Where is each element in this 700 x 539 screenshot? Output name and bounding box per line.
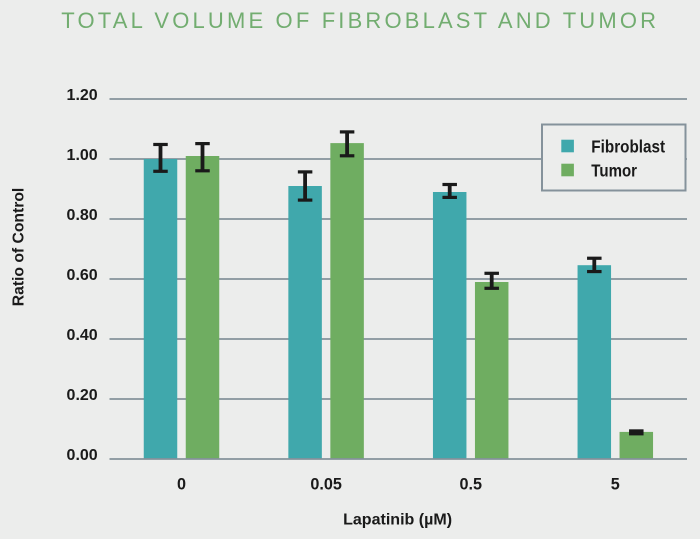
svg-text:Ratio of Control: Ratio of Control xyxy=(10,188,27,307)
svg-text:Tumor: Tumor xyxy=(591,161,637,181)
svg-text:0.20: 0.20 xyxy=(67,387,98,404)
svg-text:1.20: 1.20 xyxy=(67,87,98,104)
svg-text:Lapatinib (µM): Lapatinib (µM) xyxy=(343,512,452,529)
svg-text:0.00: 0.00 xyxy=(67,447,98,464)
svg-text:0.05: 0.05 xyxy=(310,475,342,493)
svg-text:1.00: 1.00 xyxy=(67,147,98,164)
svg-text:0.80: 0.80 xyxy=(67,207,98,224)
svg-text:0.5: 0.5 xyxy=(459,475,482,493)
svg-text:Fibroblast: Fibroblast xyxy=(591,136,665,156)
svg-text:0.40: 0.40 xyxy=(67,327,98,344)
svg-text:0: 0 xyxy=(177,475,186,493)
svg-text:5: 5 xyxy=(611,475,620,493)
svg-text:0.60: 0.60 xyxy=(67,267,98,284)
